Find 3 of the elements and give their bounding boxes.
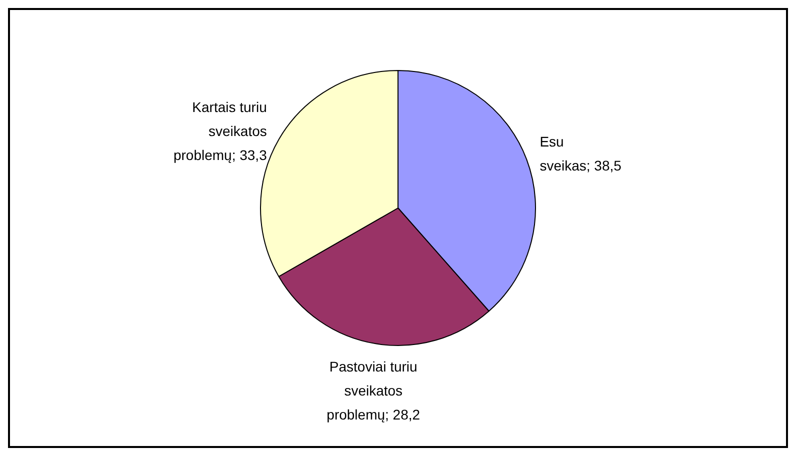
slice-label: Esu sveikas; 38,5 <box>540 133 622 174</box>
slice-label: Pastoviai turiu sveikatos problemų; 28,2 <box>326 358 420 422</box>
slice-label: Kartais turiu sveikatos problemų; 33,3 <box>173 98 268 163</box>
